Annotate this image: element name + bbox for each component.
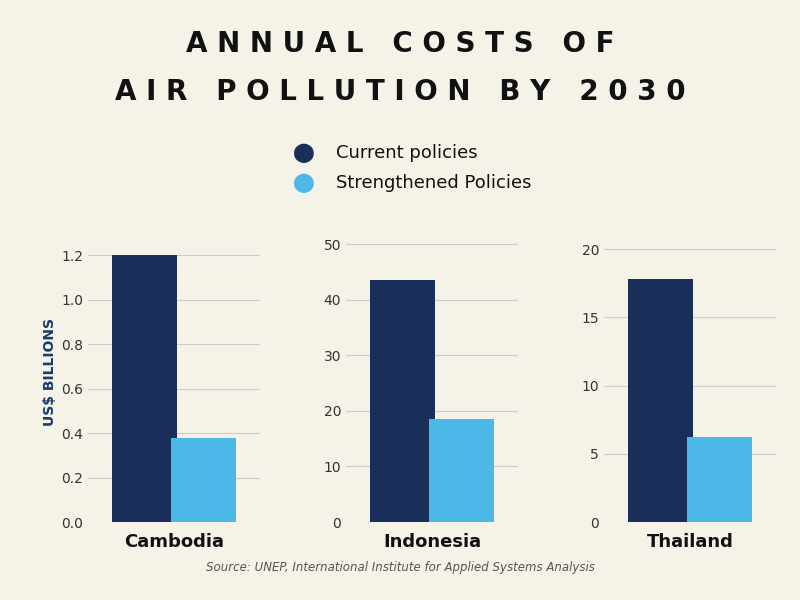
- X-axis label: Cambodia: Cambodia: [124, 533, 224, 551]
- Text: A N N U A L   C O S T S   O F: A N N U A L C O S T S O F: [186, 30, 614, 58]
- Bar: [628, 279, 694, 522]
- Text: Source: UNEP, International Institute for Applied Systems Analysis: Source: UNEP, International Institute fo…: [206, 560, 594, 574]
- X-axis label: Thailand: Thailand: [646, 533, 734, 551]
- X-axis label: Indonesia: Indonesia: [383, 533, 481, 551]
- Text: A I R   P O L L U T I O N   B Y   2 0 3 0: A I R P O L L U T I O N B Y 2 0 3 0: [114, 78, 686, 106]
- Text: ⬤: ⬤: [293, 143, 315, 163]
- Text: Strengthened Policies: Strengthened Policies: [336, 174, 531, 192]
- Bar: [112, 256, 178, 522]
- Y-axis label: US$ BILLIONS: US$ BILLIONS: [43, 318, 57, 426]
- Text: Current policies: Current policies: [336, 144, 478, 162]
- Text: ⬤: ⬤: [293, 173, 315, 193]
- Bar: [686, 437, 752, 522]
- Bar: [429, 419, 494, 522]
- Bar: [170, 437, 236, 522]
- Bar: [370, 280, 435, 522]
